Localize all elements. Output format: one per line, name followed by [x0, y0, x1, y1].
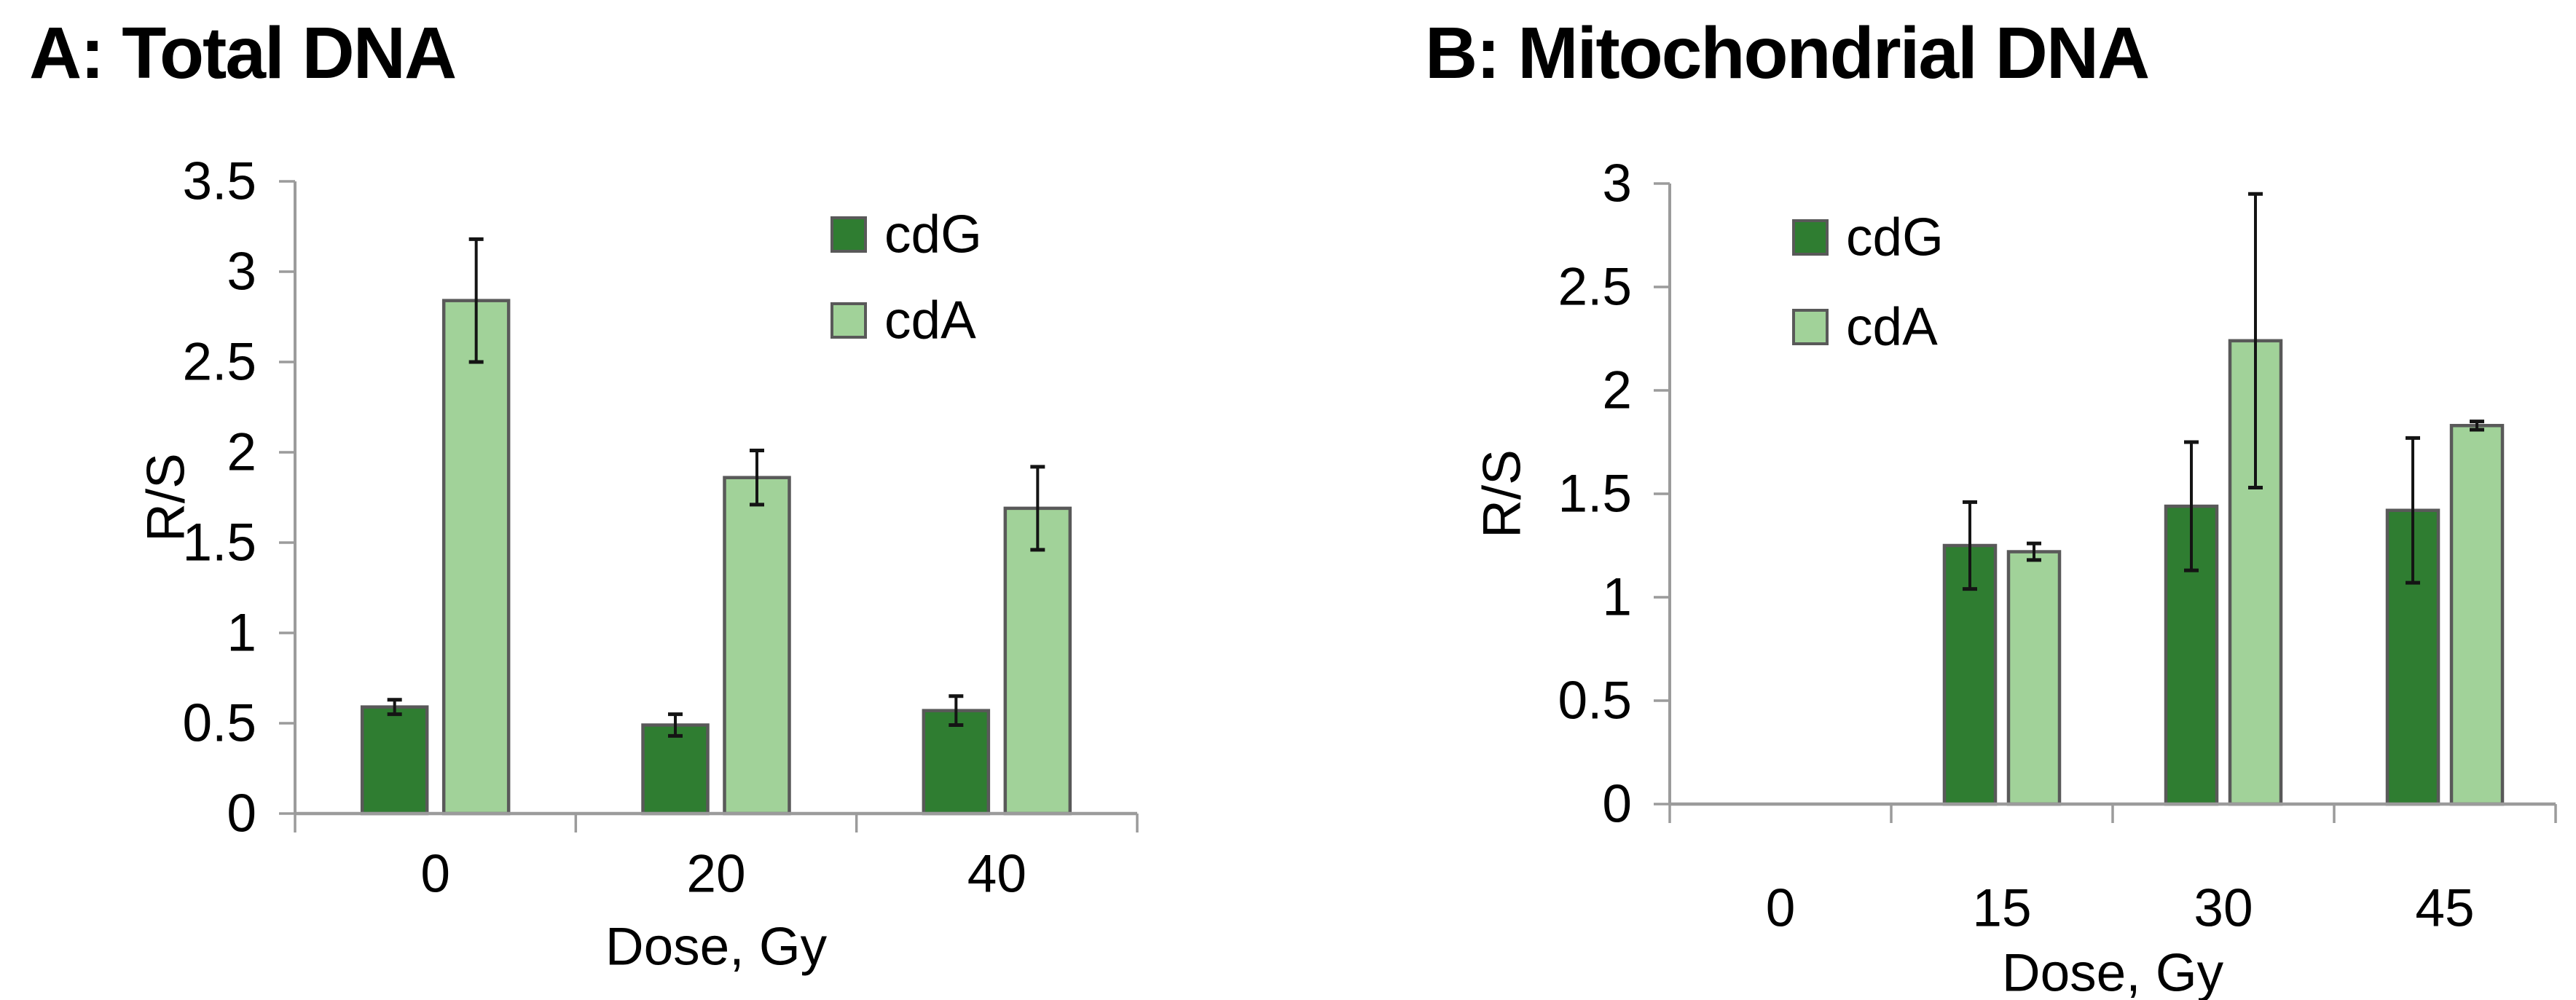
panel-b-title: B: Mitochondrial DNA — [1425, 12, 2150, 94]
legend-label-cdG: cdG — [1846, 208, 1944, 267]
y-tick-label: 3 — [227, 243, 256, 302]
x-category-label: 45 — [2415, 879, 2474, 938]
bar-cdA-20 — [723, 476, 791, 816]
y-tick-label: 0 — [227, 784, 256, 843]
y-tick-label: 1 — [1602, 568, 1632, 627]
legend-mito-dna: cdG cdA — [1792, 208, 1944, 357]
x-category-label: 15 — [1972, 879, 2031, 938]
legend-swatch-cdG — [830, 216, 867, 253]
legend-swatch-cdA — [1792, 309, 1829, 345]
y-tick-label: 1.5 — [183, 513, 256, 572]
bar-cdG-20 — [641, 723, 710, 816]
y-tick-label: 0.5 — [183, 694, 256, 753]
legend-swatch-cdG — [1792, 219, 1829, 256]
y-tick-label: 2.5 — [183, 333, 256, 392]
panel-a-title: A: Total DNA — [29, 12, 457, 94]
legend-label-cdG: cdG — [884, 205, 982, 264]
y-tick-label: 2 — [1602, 361, 1632, 420]
y-tick-label: 0 — [1602, 775, 1632, 834]
y-axis-title: R/S — [137, 453, 196, 542]
x-axis-title: Dose, Gy — [2002, 944, 2224, 1000]
y-tick-label: 1.5 — [1558, 465, 1632, 524]
bar-cdG-40 — [922, 709, 991, 816]
chart-total-dna: 0 0.5 1 1.5 2 2.5 3 3.5 0 20 40 Dose, Gy R/S cdG cdA — [137, 152, 1139, 977]
y-tick-label: 2.5 — [1558, 258, 1632, 317]
x-category-label: 0 — [420, 845, 450, 904]
legend-total-dna: cdG cdA — [830, 205, 982, 350]
x-category-label: 40 — [967, 845, 1026, 904]
x-axis-title: Dose, Gy — [605, 918, 828, 977]
legend-label-cdA: cdA — [884, 291, 976, 350]
x-category-label: 30 — [2194, 879, 2253, 938]
legend-label-cdA: cdA — [1846, 298, 1938, 357]
y-axis-title: R/S — [1473, 449, 1532, 538]
bar-cdA-15 — [2006, 550, 2062, 806]
legend-swatch-cdA — [830, 302, 867, 339]
y-tick-label: 3.5 — [183, 152, 256, 211]
y-tick-label: 1 — [227, 604, 256, 663]
bar-cdA-0 — [441, 299, 511, 816]
y-tick-label: 0.5 — [1558, 672, 1632, 731]
bar-cdG-0 — [360, 705, 429, 816]
y-tick-label: 2 — [227, 423, 256, 482]
y-tick-label: 3 — [1602, 154, 1632, 213]
x-category-label: 0 — [1766, 879, 1796, 938]
bar-cdA-40 — [1003, 506, 1072, 816]
x-category-label: 20 — [686, 845, 745, 904]
bar-cdA-45 — [2449, 424, 2505, 806]
